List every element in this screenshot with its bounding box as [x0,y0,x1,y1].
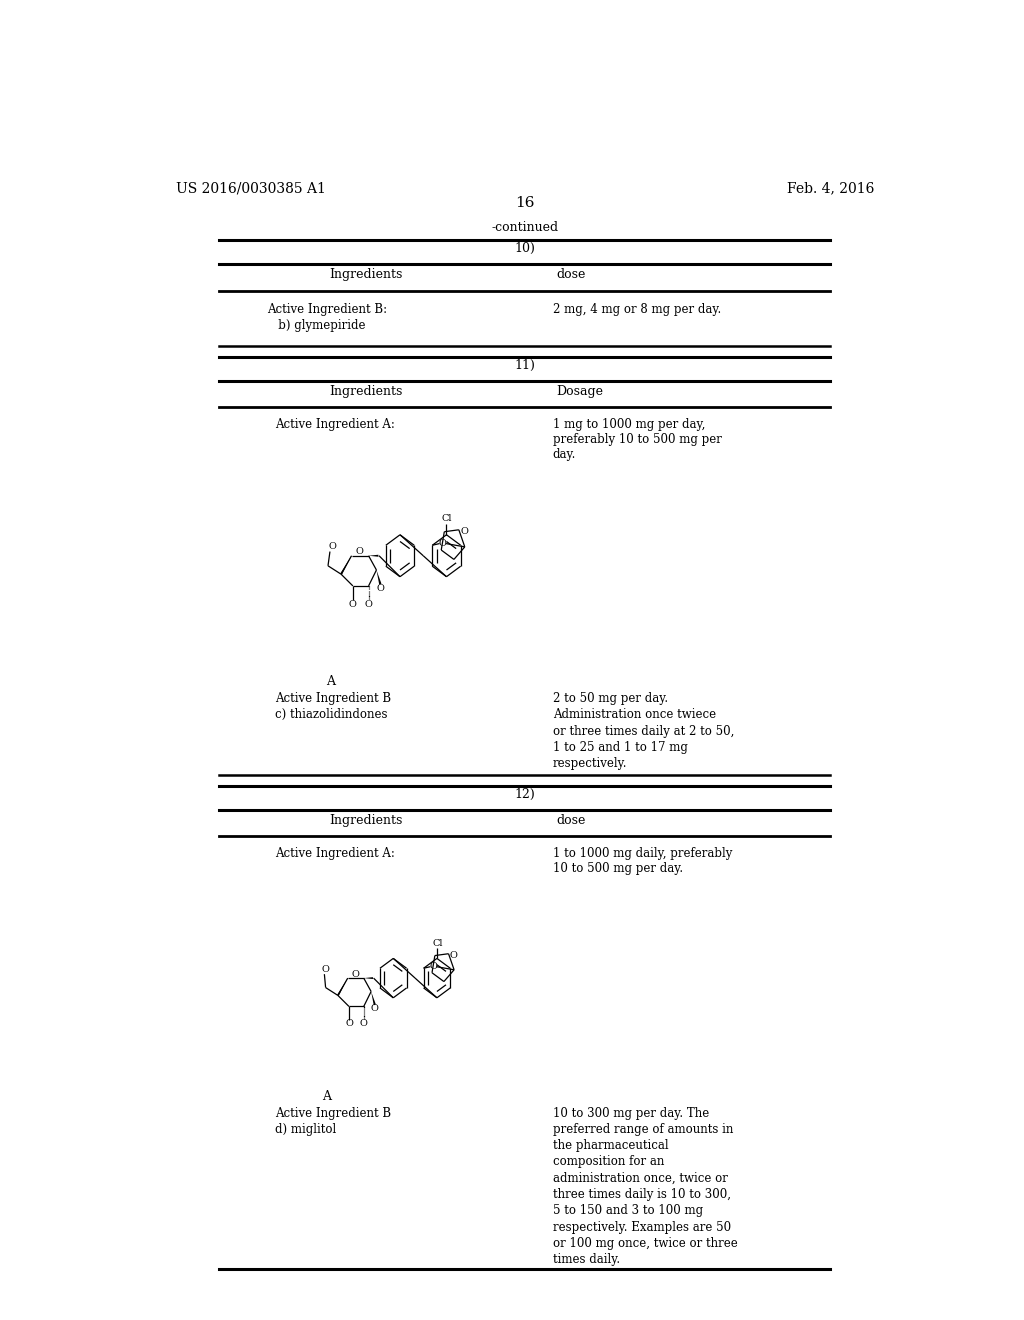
Text: US 2016/0030385 A1: US 2016/0030385 A1 [176,182,326,195]
Text: Dosage: Dosage [557,385,603,399]
Text: O: O [460,527,468,536]
Text: O: O [329,543,336,550]
Text: d) miglitol: d) miglitol [274,1123,336,1137]
Text: O: O [377,583,384,593]
Text: composition for an: composition for an [553,1155,664,1168]
Text: O: O [365,599,373,609]
Text: Ingredients: Ingredients [330,268,402,281]
Text: A: A [322,1090,331,1104]
Text: or three times daily at 2 to 50,: or three times daily at 2 to 50, [553,725,734,738]
Text: O: O [429,962,437,972]
Polygon shape [371,991,376,1006]
Text: or 100 mg once, twice or three: or 100 mg once, twice or three [553,1237,737,1250]
Text: O: O [349,599,356,609]
Text: Active Ingredient B: Active Ingredient B [274,1106,391,1119]
Text: O: O [345,1019,353,1028]
Text: O: O [450,950,458,960]
Text: O: O [351,970,359,978]
Text: 1 mg to 1000 mg per day,: 1 mg to 1000 mg per day, [553,417,705,430]
Polygon shape [364,977,373,979]
Text: 1 to 25 and 1 to 17 mg: 1 to 25 and 1 to 17 mg [553,741,687,754]
Text: preferably 10 to 500 mg per: preferably 10 to 500 mg per [553,433,722,446]
Text: respectively.: respectively. [553,758,627,770]
Text: b) glymepiride: b) glymepiride [267,319,366,333]
Text: O: O [355,546,364,556]
Text: 16: 16 [515,195,535,210]
Text: Active Ingredient A:: Active Ingredient A: [274,846,394,859]
Text: Active Ingredient A:: Active Ingredient A: [274,417,394,430]
Text: O: O [371,1005,379,1014]
Text: 11): 11) [514,359,536,372]
Text: 10 to 500 mg per day.: 10 to 500 mg per day. [553,862,683,875]
Text: Administration once twiece: Administration once twiece [553,709,716,721]
Text: three times daily is 10 to 300,: three times daily is 10 to 300, [553,1188,730,1201]
Polygon shape [369,554,379,557]
Text: 2 mg, 4 mg or 8 mg per day.: 2 mg, 4 mg or 8 mg per day. [553,302,721,315]
Text: administration once, twice or: administration once, twice or [553,1172,727,1185]
Text: Cl: Cl [442,515,453,523]
Text: 5 to 150 and 3 to 100 mg: 5 to 150 and 3 to 100 mg [553,1204,702,1217]
Text: 12): 12) [514,788,536,800]
Text: O: O [439,539,446,548]
Text: Ingredients: Ingredients [330,385,402,399]
Text: the pharmaceutical: the pharmaceutical [553,1139,669,1152]
Text: preferred range of amounts in: preferred range of amounts in [553,1123,733,1137]
Text: c) thiazolidindones: c) thiazolidindones [274,709,387,721]
Text: dose: dose [557,268,586,281]
Polygon shape [340,556,351,576]
Text: respectively. Examples are 50: respectively. Examples are 50 [553,1221,731,1233]
Text: -continued: -continued [492,222,558,235]
Text: 2 to 50 mg per day.: 2 to 50 mg per day. [553,692,668,705]
Text: Active Ingredient B:: Active Ingredient B: [267,302,387,315]
Text: 1 to 1000 mg daily, preferably: 1 to 1000 mg daily, preferably [553,846,732,859]
Polygon shape [337,978,348,997]
Text: Feb. 4, 2016: Feb. 4, 2016 [786,182,873,195]
Text: O: O [322,965,329,974]
Text: dose: dose [557,814,586,826]
Text: 10 to 300 mg per day. The: 10 to 300 mg per day. The [553,1106,709,1119]
Text: 10): 10) [514,242,536,255]
Text: day.: day. [553,447,575,461]
Text: A: A [326,675,335,688]
Text: Cl: Cl [432,939,442,948]
Text: O: O [359,1019,368,1028]
Text: times daily.: times daily. [553,1253,620,1266]
Text: Active Ingredient B: Active Ingredient B [274,692,391,705]
Polygon shape [377,570,382,585]
Text: Ingredients: Ingredients [330,814,402,826]
